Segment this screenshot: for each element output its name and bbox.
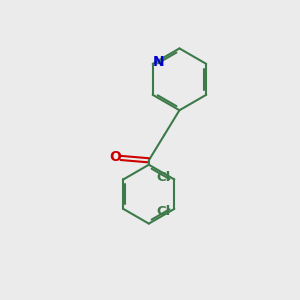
- Text: O: O: [110, 150, 122, 164]
- Text: Cl: Cl: [156, 205, 170, 218]
- Text: N: N: [153, 55, 164, 68]
- Text: Cl: Cl: [156, 172, 170, 184]
